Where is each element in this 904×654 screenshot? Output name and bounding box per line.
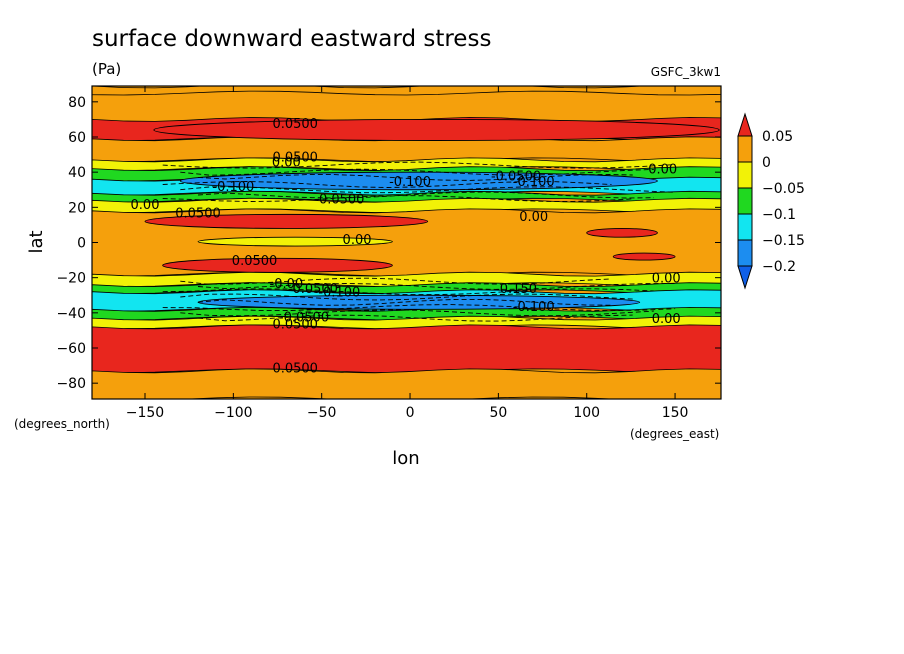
dashed-contour — [180, 168, 654, 176]
colorbar-label: −0.1 — [762, 207, 796, 223]
dashed-contour — [162, 288, 654, 296]
plot-area — [92, 86, 721, 399]
y-tick-label: −40 — [56, 306, 86, 322]
contour-label: -0.100 — [513, 300, 555, 315]
x-axis-units: (degrees_east) — [630, 427, 719, 441]
contour-patch — [144, 213, 429, 229]
dashed-contour — [197, 191, 654, 199]
contour-label: -0.100 — [389, 175, 431, 190]
contour-band — [92, 324, 721, 374]
dashed-contour — [197, 173, 633, 181]
x-tick-label: −50 — [307, 405, 337, 421]
contour-patch — [612, 252, 676, 261]
contour-patch — [586, 227, 658, 238]
dashed-contour — [162, 304, 676, 312]
y-tick-label: 60 — [68, 130, 86, 146]
x-tick-label: −100 — [214, 405, 252, 421]
contour-label: 0.00 — [131, 198, 160, 213]
colorbar-swatch — [737, 187, 753, 215]
contour-label: 0.00 — [652, 312, 681, 327]
y-tick-label: −20 — [56, 271, 86, 287]
y-axis-units: (degrees_north) — [14, 417, 110, 431]
contour-patch — [153, 118, 720, 141]
y-tick-label: 80 — [68, 95, 86, 111]
colorbar-label: 0.05 — [762, 129, 793, 145]
contour-label: 0.0500 — [272, 317, 318, 332]
colorbar-label: −0.2 — [762, 259, 796, 275]
contour-label: 0.0500 — [272, 117, 318, 132]
contour-label: 0.0500 — [272, 150, 318, 165]
y-tick-label: −80 — [56, 376, 86, 392]
x-tick-label: 100 — [573, 405, 600, 421]
contour-band — [92, 86, 721, 96]
contour-label: 0.0500 — [272, 361, 318, 376]
dashed-contour — [162, 195, 633, 202]
colorbar-swatch — [737, 135, 753, 163]
dashed-contour — [180, 186, 676, 194]
contour-patch — [162, 257, 393, 273]
colorbar-label: −0.15 — [762, 233, 805, 249]
contour-patch — [179, 171, 658, 191]
contour-label: 0.00 — [272, 156, 301, 171]
contour-label: -0.0500 — [288, 282, 338, 297]
contour-label: 0.00 — [343, 233, 372, 248]
contour-patch — [197, 236, 393, 247]
x-axis-label: lon — [392, 448, 419, 469]
x-axis-ticks: −150 −100 −50 0 50 100 150 — [126, 86, 689, 421]
y-tick-label: 40 — [68, 165, 86, 181]
y-axis-label: lat — [26, 230, 47, 253]
colorbar-label: −0.05 — [762, 181, 805, 197]
dashed-contour — [197, 298, 612, 306]
y-axis-ticks: −80 −60 −40 −20 0 20 40 60 80 — [56, 95, 721, 392]
chart-title: surface downward eastward stress — [92, 26, 491, 52]
contour-label: -0.0500 — [314, 193, 364, 208]
dashed-contour — [180, 309, 654, 317]
dashed-contour — [162, 161, 676, 169]
contour-label: -0.00 — [270, 277, 304, 292]
x-tick-label: 0 — [406, 405, 415, 421]
contour-label: 0.0500 — [175, 207, 221, 222]
colorbar-extend-top — [737, 112, 753, 137]
contour-label: 0.00 — [519, 210, 548, 225]
contour-label: 0.00 — [648, 163, 677, 178]
dashed-contour — [162, 181, 612, 188]
y-tick-label: 20 — [68, 200, 86, 216]
dashed-contour — [180, 293, 633, 301]
x-tick-label: 50 — [489, 405, 507, 421]
contour-label: -0.0500 — [491, 170, 541, 185]
contour-label: -0.100 — [318, 286, 360, 301]
dataset-label: GSFC_3kw1 — [651, 65, 721, 79]
contour-label: -0.0500 — [279, 310, 329, 325]
contour-label: -0.100 — [513, 175, 555, 190]
contour-label: 0.0500 — [232, 254, 278, 269]
contour-band — [92, 368, 721, 399]
x-tick-label: −150 — [126, 405, 164, 421]
colorbar-label: 0 — [762, 155, 771, 171]
y-tick-label: 0 — [77, 236, 86, 252]
dashed-contour — [180, 277, 612, 285]
colorbar-extend-bottom — [737, 265, 753, 290]
contour-label: 0.00 — [652, 272, 681, 287]
chart-units: (Pa) — [92, 60, 121, 78]
y-tick-label: −60 — [56, 341, 86, 357]
contour-label: -0.100 — [212, 180, 254, 195]
x-tick-label: 150 — [662, 405, 689, 421]
colorbar-swatch — [737, 239, 753, 267]
colorbar-swatch — [737, 213, 753, 241]
colorbar-swatch — [737, 161, 753, 189]
colorbar: 0.05 0 −0.05 −0.1 −0.15 −0.2 — [737, 112, 805, 290]
contour-label: -0.150 — [495, 282, 537, 297]
dashed-contour — [197, 314, 633, 322]
